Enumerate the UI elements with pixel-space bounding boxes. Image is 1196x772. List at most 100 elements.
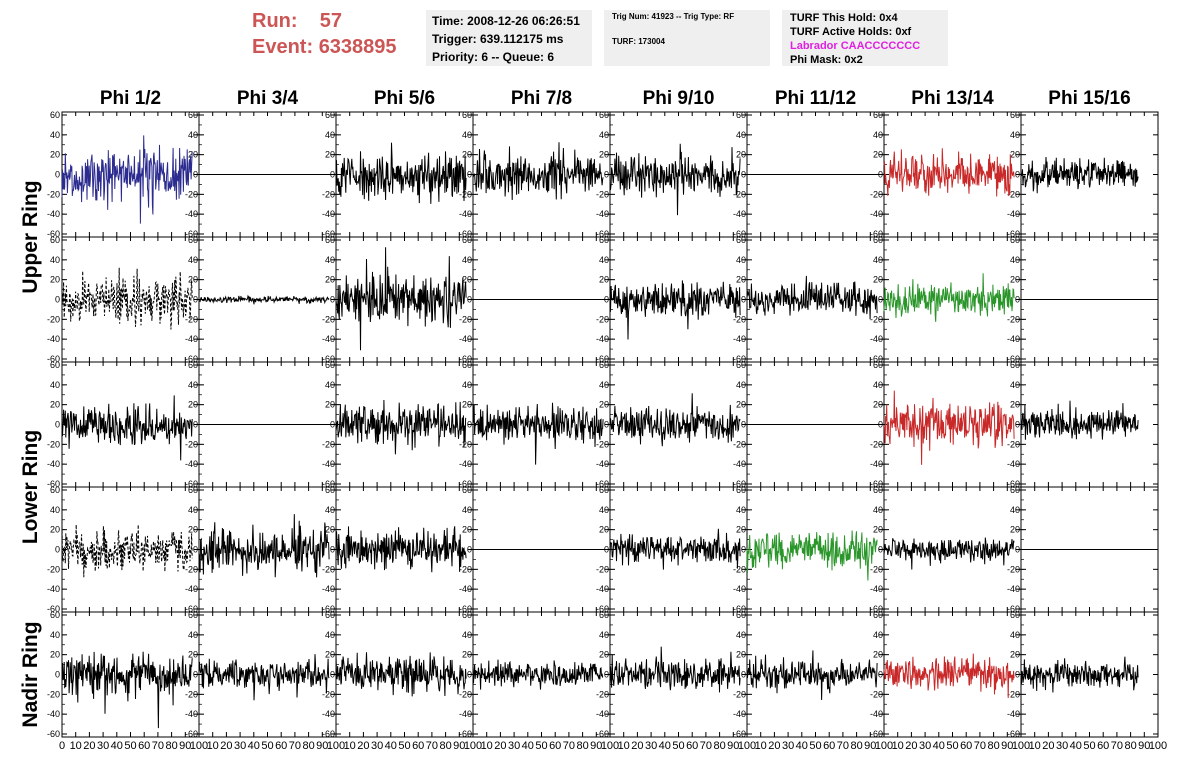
x-tick-label: 90 <box>316 740 328 752</box>
y-tick-label: 0 <box>55 420 60 430</box>
y-tick-label: 60 <box>325 485 335 495</box>
y-tick-label: 0 <box>878 545 883 555</box>
y-tick-label: 40 <box>599 130 609 140</box>
y-tick-label: 20 <box>325 150 335 160</box>
y-tick-label: -60 <box>596 354 609 364</box>
ring-label: Lower Ring <box>19 430 42 544</box>
y-tick-label: -40 <box>47 459 60 469</box>
x-tick-label: 50 <box>1083 740 1095 752</box>
y-tick-label: -20 <box>733 564 746 574</box>
y-tick-label: 20 <box>325 275 335 285</box>
y-tick-label: 40 <box>462 630 472 640</box>
y-tick-label: -20 <box>459 689 472 699</box>
waveform-trace <box>609 280 741 340</box>
y-tick-label: -40 <box>322 709 335 719</box>
waveform-trace <box>335 247 467 351</box>
waveform-trace <box>61 135 193 224</box>
y-tick-label: -60 <box>47 354 60 364</box>
waveform-trace <box>609 528 741 570</box>
waveform-trace <box>883 273 1015 322</box>
y-tick-label: 20 <box>873 650 883 660</box>
y-tick-label: 20 <box>1010 650 1020 660</box>
waveform-trace <box>61 524 193 578</box>
column-title: Phi 1/2 <box>100 88 161 109</box>
waveform-trace <box>883 653 1015 699</box>
y-tick-label: 40 <box>50 630 60 640</box>
labrador-text: Labrador CAACCCCCCC <box>790 40 921 52</box>
waveform-trace <box>609 393 741 447</box>
x-tick-label: 90 <box>453 740 465 752</box>
x-tick-label: 70 <box>152 740 164 752</box>
x-tick-label: 10 <box>70 740 82 752</box>
y-tick-label: -60 <box>459 604 472 614</box>
y-tick-label: 20 <box>462 275 472 285</box>
y-tick-label: -40 <box>322 584 335 594</box>
waveform-trace <box>746 275 878 320</box>
y-tick-label: 40 <box>50 130 60 140</box>
x-tick-label: 100 <box>327 740 345 752</box>
y-tick-label: 0 <box>1015 420 1020 430</box>
waveform-trace <box>1020 656 1139 693</box>
x-tick-label: 50 <box>809 740 821 752</box>
x-tick-label: 40 <box>933 740 945 752</box>
x-tick-label: 60 <box>1097 740 1109 752</box>
y-tick-label: 40 <box>599 255 609 265</box>
turf-active-text: TURF Active Holds: 0xf <box>790 26 912 38</box>
x-tick-label: 60 <box>823 740 835 752</box>
waveform-trace <box>472 142 604 201</box>
x-tick-label: 80 <box>576 740 588 752</box>
y-tick-label: -60 <box>459 479 472 489</box>
y-tick-label: 60 <box>188 610 198 620</box>
x-tick-label: 20 <box>83 740 95 752</box>
y-tick-label: 20 <box>873 400 883 410</box>
waveform-trace <box>335 652 467 697</box>
y-tick-label: 60 <box>873 110 883 120</box>
y-tick-label: 40 <box>50 505 60 515</box>
y-tick-label: 60 <box>188 110 198 120</box>
column-title: Phi 3/4 <box>237 88 299 109</box>
y-tick-label: -40 <box>322 334 335 344</box>
x-tick-label: 40 <box>796 740 808 752</box>
y-tick-label: 20 <box>50 400 60 410</box>
y-tick-label: 60 <box>325 110 335 120</box>
y-tick-label: 40 <box>325 130 335 140</box>
y-tick-label: -40 <box>47 209 60 219</box>
x-tick-label: 10 <box>892 740 904 752</box>
y-tick-label: 40 <box>188 380 198 390</box>
y-tick-label: 0 <box>55 670 60 680</box>
y-tick-label: 40 <box>599 380 609 390</box>
y-tick-label: 20 <box>599 650 609 660</box>
y-tick-label: -40 <box>459 334 472 344</box>
x-tick-label: 40 <box>248 740 260 752</box>
y-tick-label: 0 <box>330 295 335 305</box>
y-tick-label: 40 <box>188 255 198 265</box>
x-tick-label: 40 <box>522 740 534 752</box>
y-tick-label: -20 <box>47 564 60 574</box>
y-tick-label: 0 <box>741 420 746 430</box>
y-tick-label: -20 <box>322 689 335 699</box>
y-tick-label: 20 <box>599 525 609 535</box>
y-tick-label: -20 <box>1007 314 1020 324</box>
y-tick-label: 60 <box>462 360 472 370</box>
y-tick-label: 0 <box>604 170 609 180</box>
y-tick-label: -20 <box>47 689 60 699</box>
waveform-trace <box>746 530 878 581</box>
y-tick-label: 60 <box>50 110 60 120</box>
x-tick-label: 70 <box>1111 740 1123 752</box>
waveform-trace <box>61 395 193 461</box>
waveform-trace <box>198 654 330 701</box>
x-tick-label: 60 <box>960 740 972 752</box>
y-tick-label: 20 <box>188 650 198 660</box>
x-tick-label: 50 <box>535 740 547 752</box>
y-tick-label: 20 <box>873 525 883 535</box>
y-tick-label: 60 <box>873 610 883 620</box>
trigger-text: Trigger: 639.112175 ms <box>432 32 564 46</box>
y-tick-label: -20 <box>47 189 60 199</box>
y-tick-label: 20 <box>325 400 335 410</box>
y-tick-label: 20 <box>50 275 60 285</box>
y-tick-label: 60 <box>736 235 746 245</box>
x-tick-label: 40 <box>385 740 397 752</box>
y-tick-label: 40 <box>736 380 746 390</box>
y-tick-label: 20 <box>462 525 472 535</box>
